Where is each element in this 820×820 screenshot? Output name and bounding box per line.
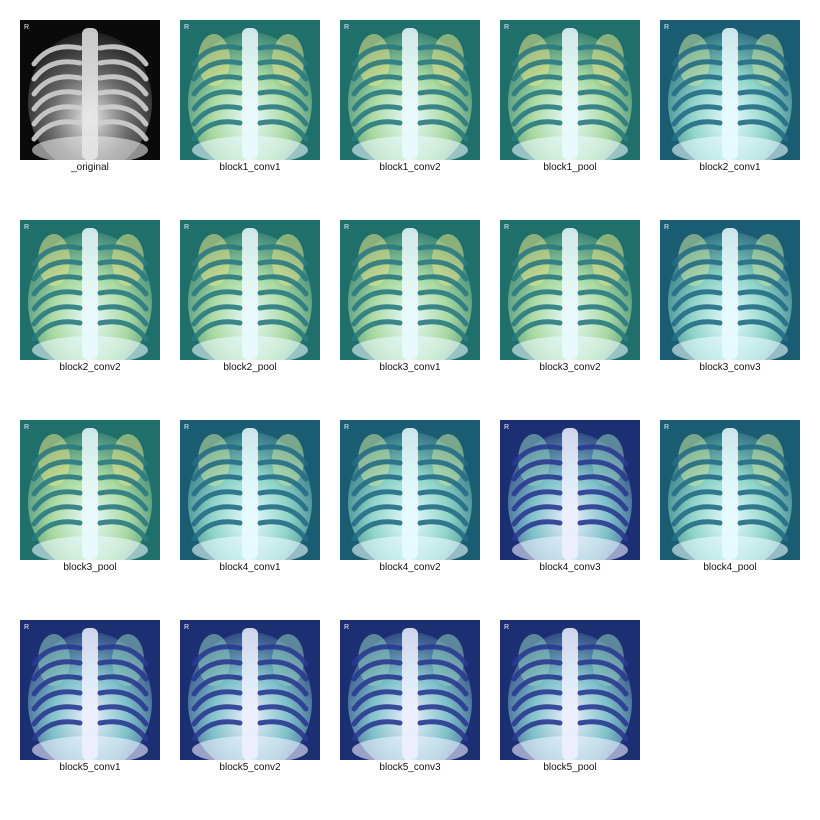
panel-caption: block1_conv2 <box>379 162 441 173</box>
xray-thumbnail: R <box>500 20 640 160</box>
corner-marker: R <box>344 424 349 431</box>
xray-thumbnail: R <box>660 20 800 160</box>
panel-caption: block3_conv1 <box>379 362 441 373</box>
corner-marker: R <box>664 424 669 431</box>
panel-caption: block2_conv2 <box>59 362 121 373</box>
corner-marker: R <box>504 624 509 631</box>
corner-marker: R <box>184 424 189 431</box>
xray-thumbnail: R <box>340 620 480 760</box>
corner-marker: R <box>344 224 349 231</box>
xray-thumbnail: R <box>180 220 320 360</box>
panel-caption: block4_conv3 <box>539 562 601 573</box>
corner-marker: R <box>24 24 29 31</box>
xray-thumbnail: R <box>180 20 320 160</box>
xray-thumbnail: R <box>20 420 160 560</box>
xray-thumbnail: R <box>660 420 800 560</box>
panel-caption: block2_pool <box>223 362 277 373</box>
xray-thumbnail: R <box>500 220 640 360</box>
xray-thumbnail: R <box>340 420 480 560</box>
corner-marker: R <box>504 24 509 31</box>
panel-caption: block3_conv2 <box>539 362 601 373</box>
xray-thumbnail: R <box>20 220 160 360</box>
xray-thumbnail: R <box>180 420 320 560</box>
panel-caption: block5_conv3 <box>379 762 441 773</box>
panel-caption: block1_pool <box>543 162 597 173</box>
corner-marker: R <box>184 224 189 231</box>
corner-marker: R <box>344 24 349 31</box>
panel-caption: block1_conv1 <box>219 162 281 173</box>
xray-thumbnail: R <box>20 20 160 160</box>
xray-thumbnail: R <box>180 620 320 760</box>
xray-thumbnail: R <box>20 620 160 760</box>
panel-caption: block4_pool <box>703 562 757 573</box>
panel-caption: block5_pool <box>543 762 597 773</box>
corner-marker: R <box>344 624 349 631</box>
xray-thumbnail: R <box>340 220 480 360</box>
corner-marker: R <box>24 224 29 231</box>
panel-original: R _original <box>20 20 160 174</box>
panel-caption: block5_conv1 <box>59 762 121 773</box>
corner-marker: R <box>664 224 669 231</box>
corner-marker: R <box>504 424 509 431</box>
corner-marker: R <box>184 24 189 31</box>
panel-caption: block3_pool <box>63 562 117 573</box>
xray-thumbnail: R <box>500 620 640 760</box>
corner-marker: R <box>184 624 189 631</box>
panel-caption: block5_conv2 <box>219 762 281 773</box>
panel-caption: block2_conv1 <box>699 162 761 173</box>
xray-thumbnail: R <box>340 20 480 160</box>
panel-caption: _original <box>71 162 109 173</box>
corner-marker: R <box>664 24 669 31</box>
corner-marker: R <box>504 224 509 231</box>
xray-thumbnail: R <box>500 420 640 560</box>
xray-thumbnail: R <box>660 220 800 360</box>
panel-caption: block4_conv2 <box>379 562 441 573</box>
corner-marker: R <box>24 624 29 631</box>
panel-caption: block4_conv1 <box>219 562 281 573</box>
panel-caption: block3_conv3 <box>699 362 761 373</box>
corner-marker: R <box>24 424 29 431</box>
